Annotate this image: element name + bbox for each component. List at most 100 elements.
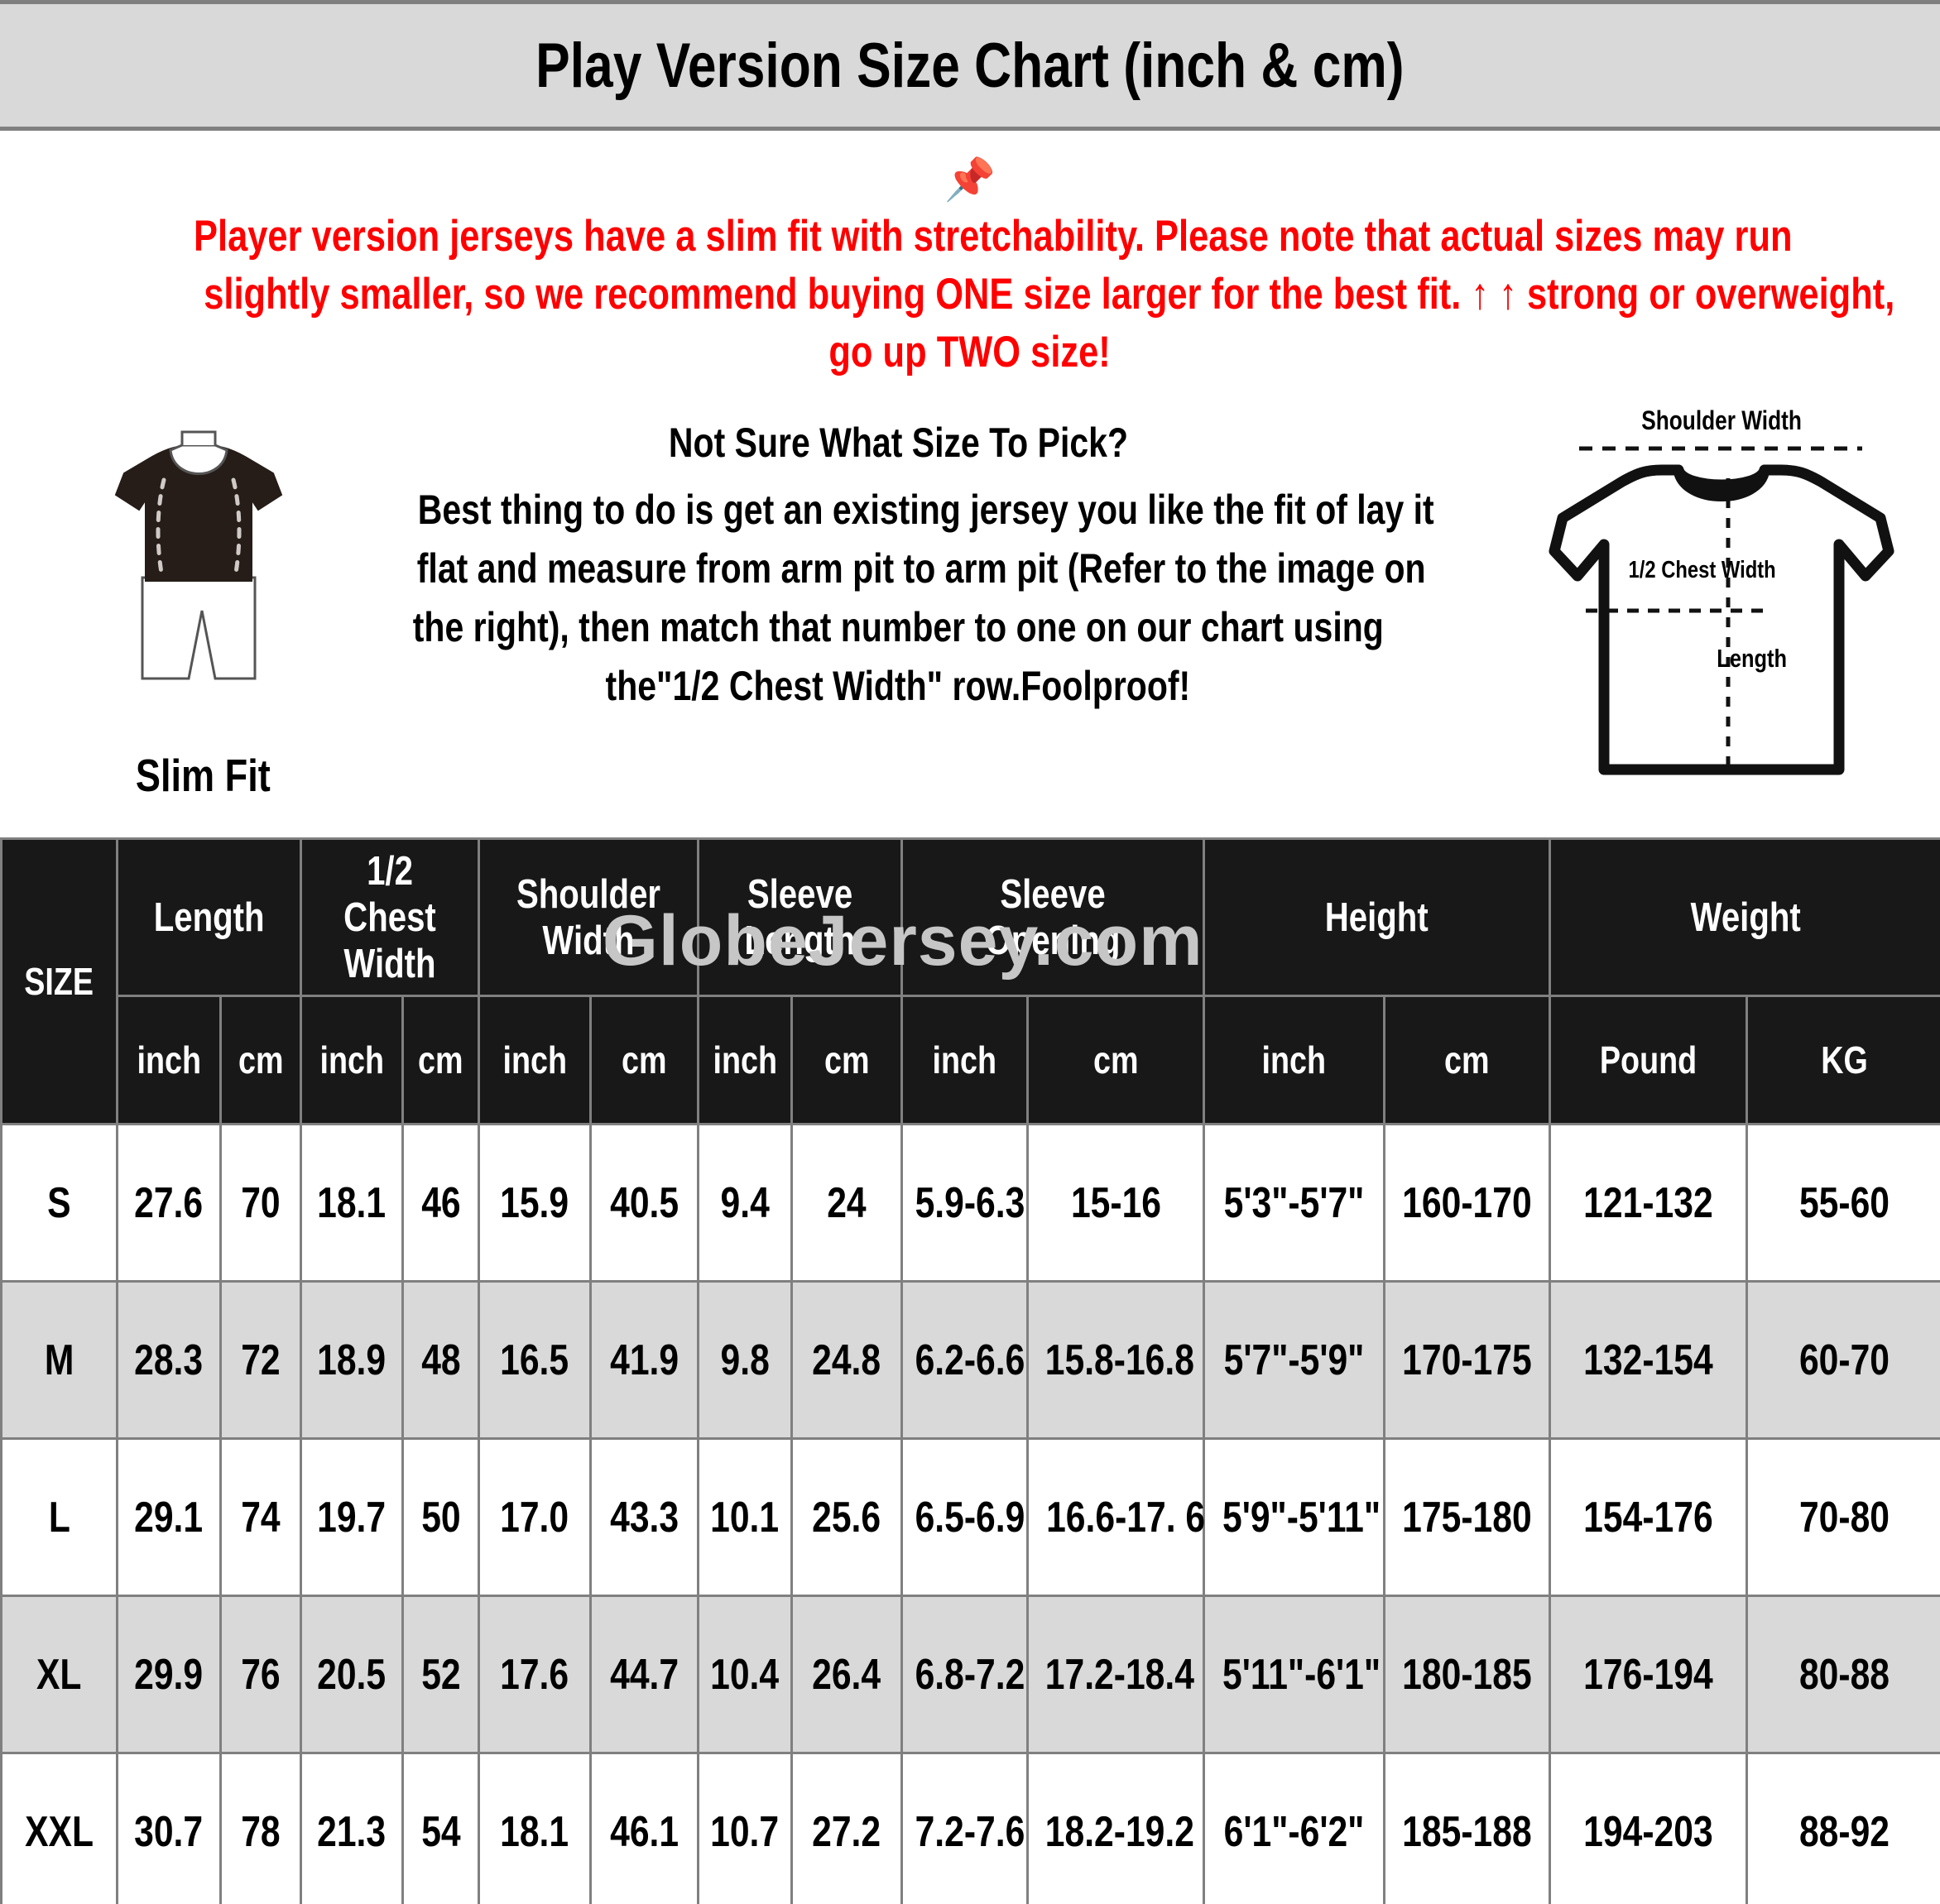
cell-measure: 17.2-18.4 (1026, 1595, 1206, 1754)
table-row: XL 29.9 76 20.5 52 17.6 44.7 10.4 26.4 6.8-7.2 17.… (0, 1595, 1940, 1754)
instructions-line-2: flat and measure from arm pit to arm pit… (416, 545, 1426, 592)
cell-value: 17.2-18.4 (1044, 1650, 1194, 1699)
cell-measure: 6'1"-6'2" (1203, 1752, 1386, 1904)
cell-measure: 16.6-17. 6 (1026, 1437, 1206, 1597)
chest-width-label-wrap: 1/2 Chest Width (1612, 557, 1792, 584)
cell-measure: 25.6 (790, 1437, 904, 1597)
header-unit-length-inch: inch (116, 995, 222, 1125)
cell-value: 121-132 (1583, 1178, 1713, 1227)
header-unit-label: cm (622, 1038, 667, 1081)
cell-measure: 6.5-6.9 (900, 1437, 1030, 1597)
cell-measure: 52 (401, 1595, 481, 1754)
cell-value: 27.6 (134, 1178, 204, 1227)
cell-value: 28.3 (134, 1336, 204, 1384)
cell-measure: 74 (218, 1437, 303, 1597)
cell-measure: 18.1 (478, 1752, 593, 1904)
cell-measure: 18.1 (300, 1123, 405, 1283)
cell-measure: 132-154 (1549, 1280, 1749, 1440)
header-group-weight-label: Weight (1690, 894, 1801, 940)
cell-value: 160-170 (1402, 1178, 1532, 1227)
cell-value: 154-176 (1583, 1493, 1713, 1542)
cell-value: 17.6 (500, 1650, 569, 1699)
shoulder-width-label-wrap: Shoulder Width (1539, 405, 1904, 436)
header-group-sleeve-opening: Sleeve Opening (900, 837, 1206, 997)
cell-value: 16.6-17. 6 (1046, 1493, 1206, 1542)
cell-value: 19.7 (317, 1493, 387, 1542)
cell-value: M (44, 1336, 74, 1384)
header-group-height: Height (1203, 837, 1552, 997)
cell-value: 50 (420, 1493, 461, 1542)
instructions-line-1: Best thing to do is get an existing jers… (417, 487, 1434, 533)
table-row: M 28.3 72 18.9 48 16.5 41.9 9.8 24.8 6.2-6.6 15.8-… (0, 1280, 1940, 1440)
cell-value: 46.1 (610, 1807, 679, 1856)
middle-section: Slim Fit Not Sure What Size To Pick? Bes… (0, 405, 1940, 836)
cell-measure: 27.6 (116, 1123, 222, 1283)
page-title-bar: Play Version Size Chart (inch & cm) (0, 0, 1940, 131)
notice-line-3: go up TWO size! (828, 328, 1112, 377)
cell-measure: 5'7"-5'9" (1203, 1280, 1386, 1440)
cell-measure: 24.8 (790, 1280, 904, 1440)
header-group-length: Length (115, 837, 303, 997)
shoulder-width-label: Shoulder Width (1641, 405, 1802, 435)
cell-value: 132-154 (1583, 1336, 1713, 1384)
cell-value: 52 (420, 1650, 461, 1699)
header-unit-length-cm: cm (218, 995, 303, 1125)
chest-width-label: 1/2 Chest Width (1628, 557, 1776, 583)
header-unit-label: cm (1444, 1038, 1490, 1081)
cell-measure: 5'3"-5'7" (1203, 1123, 1386, 1283)
cell-measure: 24 (790, 1123, 904, 1283)
cell-value: 5.9-6.3 (915, 1178, 1025, 1227)
cell-measure: 176-194 (1549, 1595, 1749, 1754)
cell-value: 40.5 (610, 1178, 679, 1227)
header-group-sleeve-length: Sleeve Length (697, 837, 904, 997)
cell-measure: 154-176 (1549, 1437, 1749, 1597)
cell-measure: 70 (218, 1123, 303, 1283)
cell-value: 78 (241, 1807, 281, 1856)
cell-value: 41.9 (610, 1336, 679, 1384)
cell-measure: 175-180 (1383, 1437, 1552, 1597)
cell-measure: 5'11"-6'1" (1203, 1595, 1386, 1754)
cell-measure: 18.2-19.2 (1026, 1752, 1206, 1904)
cell-measure: 194-203 (1549, 1752, 1749, 1904)
cell-value: 48 (420, 1336, 461, 1384)
instructions-line-4: the"1/2 Chest Width" row.Foolproof! (605, 663, 1191, 709)
cell-value: 70-80 (1798, 1493, 1890, 1542)
table-head-group-row: SIZE Length 1/2 Chest Width Shoulder Wid… (0, 837, 1940, 1125)
cell-measure: 180-185 (1383, 1595, 1552, 1754)
table-body: S 27.6 70 18.1 46 15.9 40.5 9.4 24 5.9-6.3 15-16 5'… (0, 1123, 1940, 1904)
tshirt-measure-icon: Shoulder Width 1/2 Chest Width Length (1539, 405, 1904, 819)
cell-measure: 44.7 (589, 1595, 700, 1754)
header-unit-label: Pound (1599, 1038, 1698, 1081)
cell-value: 180-185 (1402, 1650, 1532, 1699)
table-head-unit-row: inch cm inch cm inch cm inch cm inch cm … (2, 995, 1940, 1125)
cell-size: XXL (0, 1752, 118, 1904)
cell-measure: 46.1 (589, 1752, 700, 1904)
header-unit-sleeve-length-cm: cm (790, 995, 904, 1125)
cell-value: 54 (420, 1807, 461, 1856)
table-row: L 29.1 74 19.7 50 17.0 43.3 10.1 25.6 6.5-6.9 16.6… (0, 1437, 1940, 1597)
header-unit-label: cm (1092, 1038, 1139, 1081)
cell-value: 44.7 (610, 1650, 679, 1699)
header-unit-shoulder-inch: inch (478, 995, 593, 1125)
header-unit-height-inch: inch (1203, 995, 1386, 1125)
header-unit-sleeve-opening-inch: inch (900, 995, 1030, 1125)
table-head: SIZE Length 1/2 Chest Width Shoulder Wid… (0, 837, 1940, 1125)
cell-measure: 40.5 (589, 1123, 700, 1283)
cell-measure: 16.5 (478, 1280, 593, 1440)
cell-measure: 27.2 (790, 1752, 904, 1904)
cell-value: 30.7 (134, 1807, 204, 1856)
cell-measure: 80-88 (1746, 1595, 1940, 1754)
cell-value: 27.2 (812, 1807, 881, 1856)
cell-size: M (0, 1280, 118, 1440)
header-unit-chest-cm: cm (401, 995, 481, 1125)
cell-size: L (0, 1437, 118, 1597)
cell-value: 43.3 (610, 1493, 679, 1542)
cell-measure: 54 (401, 1752, 481, 1904)
header-unit-label: KG (1820, 1038, 1868, 1081)
header-unit-sleeve-length-inch: inch (697, 995, 794, 1125)
cell-value: 5'7"-5'9" (1223, 1336, 1365, 1384)
cell-measure: 17.6 (478, 1595, 593, 1754)
cell-measure: 30.7 (116, 1752, 222, 1904)
cell-value: 15.9 (500, 1178, 569, 1227)
